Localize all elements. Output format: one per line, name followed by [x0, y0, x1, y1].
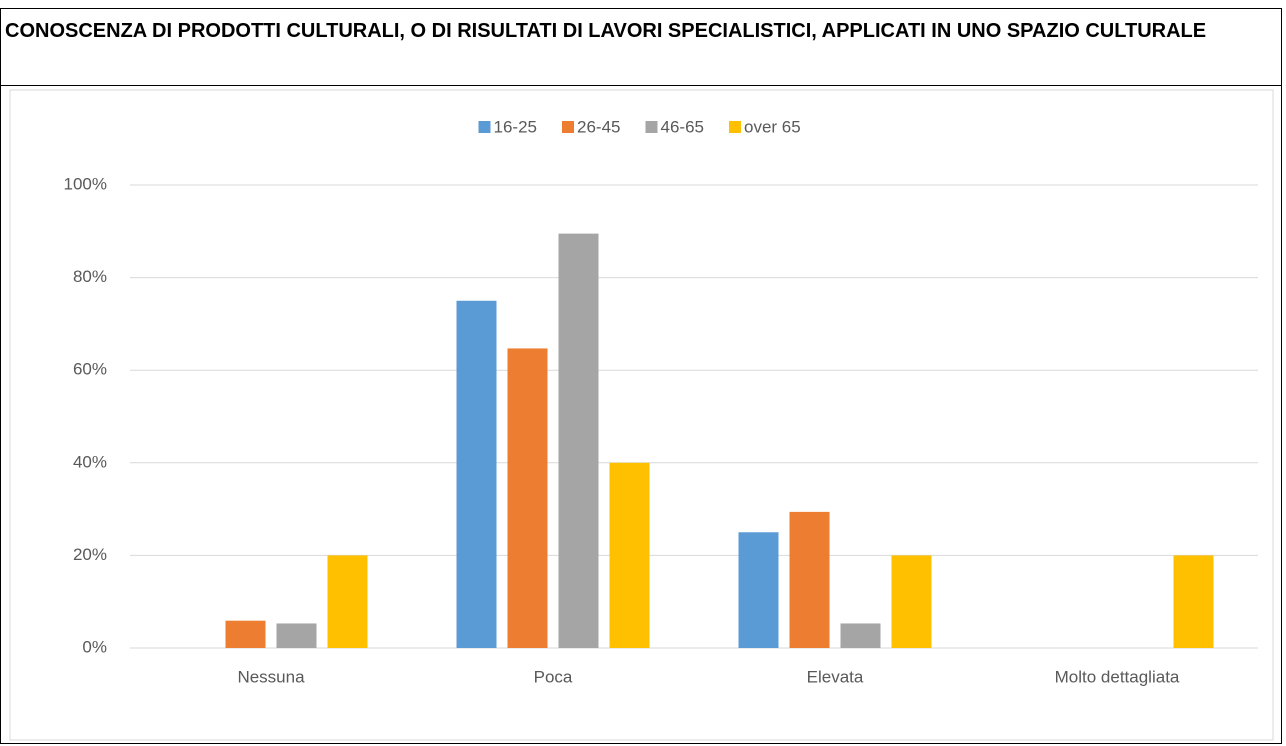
legend-swatch [478, 121, 491, 133]
bar [891, 555, 932, 648]
y-tick-label: 60% [73, 360, 107, 379]
legend-swatch [729, 121, 741, 133]
bar [840, 623, 881, 648]
x-tick-label: Poca [534, 667, 573, 686]
y-tick-label: 20% [73, 545, 107, 564]
y-tick-label: 0% [82, 637, 107, 656]
bar [1173, 555, 1214, 648]
y-tick-label: 100% [64, 174, 107, 193]
x-tick-label: Molto dettagliata [1055, 667, 1180, 686]
legend-swatch [645, 121, 658, 133]
bar [225, 620, 266, 648]
legend-label: over 65 [744, 117, 801, 136]
bar [507, 348, 548, 648]
chart-border [9, 89, 1274, 741]
bar [276, 623, 317, 648]
legend-label: 26-45 [577, 117, 620, 136]
x-tick-label: Nessuna [237, 667, 305, 686]
legend-label: 16-25 [494, 117, 537, 136]
document-frame: CONOSCENZA DI PRODOTTI CULTURALI, O DI R… [0, 8, 1282, 744]
bar [327, 555, 368, 648]
chart-title: CONOSCENZA DI PRODOTTI CULTURALI, O DI R… [1, 9, 1281, 86]
legend-swatch [562, 121, 574, 133]
bar [558, 233, 599, 649]
bar [456, 300, 497, 648]
y-tick-label: 40% [73, 452, 107, 471]
bar [789, 511, 830, 648]
x-tick-label: Elevata [807, 667, 864, 686]
bar [609, 462, 650, 648]
y-tick-label: 80% [73, 267, 107, 286]
legend-label: 46-65 [661, 117, 704, 136]
bar [738, 532, 779, 648]
